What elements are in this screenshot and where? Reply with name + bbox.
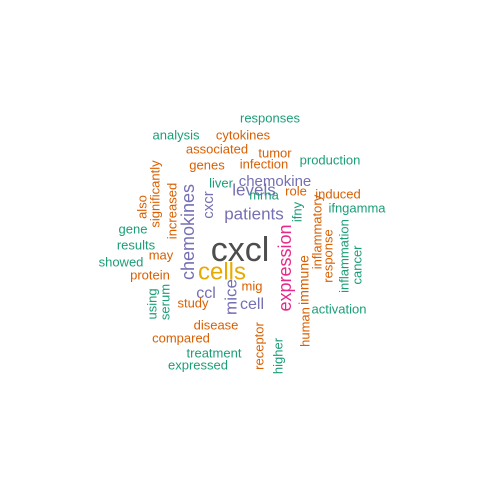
word-activation: activation (312, 301, 367, 316)
word-mice: mice (221, 279, 240, 315)
word-increased: increased (164, 183, 179, 239)
word-cytokines: cytokines (216, 127, 271, 142)
word-ccl: ccl (196, 285, 216, 302)
word-inflammation: inflammation (336, 219, 351, 293)
word-genes: genes (189, 157, 225, 172)
word-gene: gene (119, 221, 148, 236)
word-expression: expression (275, 224, 295, 311)
word-expressed: expressed (168, 357, 228, 372)
word-cxcr: cxcr (200, 191, 217, 219)
word-ifny: ifny (289, 201, 304, 222)
word-mrna: mrna (249, 187, 279, 202)
word-cxcl: cxcl (211, 231, 270, 269)
word-cells: cells (198, 258, 246, 285)
word-may: may (149, 247, 174, 262)
word-disease: disease (194, 317, 239, 332)
word-cancer: cancer (349, 245, 364, 285)
word-serum: serum (157, 284, 172, 320)
word-liver: liver (209, 175, 234, 190)
word-production: production (300, 152, 361, 167)
word-levels: levels (232, 180, 275, 199)
word-associated: associated (186, 141, 248, 156)
word-tumor: tumor (258, 145, 292, 160)
word-cell: cell (240, 296, 264, 313)
word-protein: protein (130, 267, 170, 282)
word-higher: higher (270, 337, 285, 374)
word-compared: compared (152, 330, 210, 345)
word-induced: induced (315, 186, 361, 201)
word-using: using (144, 288, 159, 319)
word-patients: patients (224, 204, 284, 223)
word-inflammatory: inflammatory (309, 194, 324, 269)
word-ifngamma: ifngamma (328, 200, 386, 215)
word-significantly: significantly (147, 160, 162, 228)
word-response: response (320, 229, 335, 282)
word-treatment: treatment (187, 345, 242, 360)
word-receptor: receptor (251, 321, 266, 369)
word-chemokines: chemokines (178, 184, 198, 280)
word-immune: immune (296, 255, 312, 305)
word-mig: mig (242, 278, 263, 293)
word-role: role (285, 183, 307, 198)
word-infection: infection (240, 156, 288, 171)
word-study: study (177, 295, 209, 310)
word-chemokine: chemokine (239, 173, 312, 190)
word-human: human (297, 307, 312, 347)
word-results: results (117, 237, 156, 252)
word-showed: showed (99, 254, 144, 269)
word-responses: responses (240, 110, 300, 125)
word-also: also (134, 195, 149, 219)
word-analysis: analysis (153, 127, 200, 142)
